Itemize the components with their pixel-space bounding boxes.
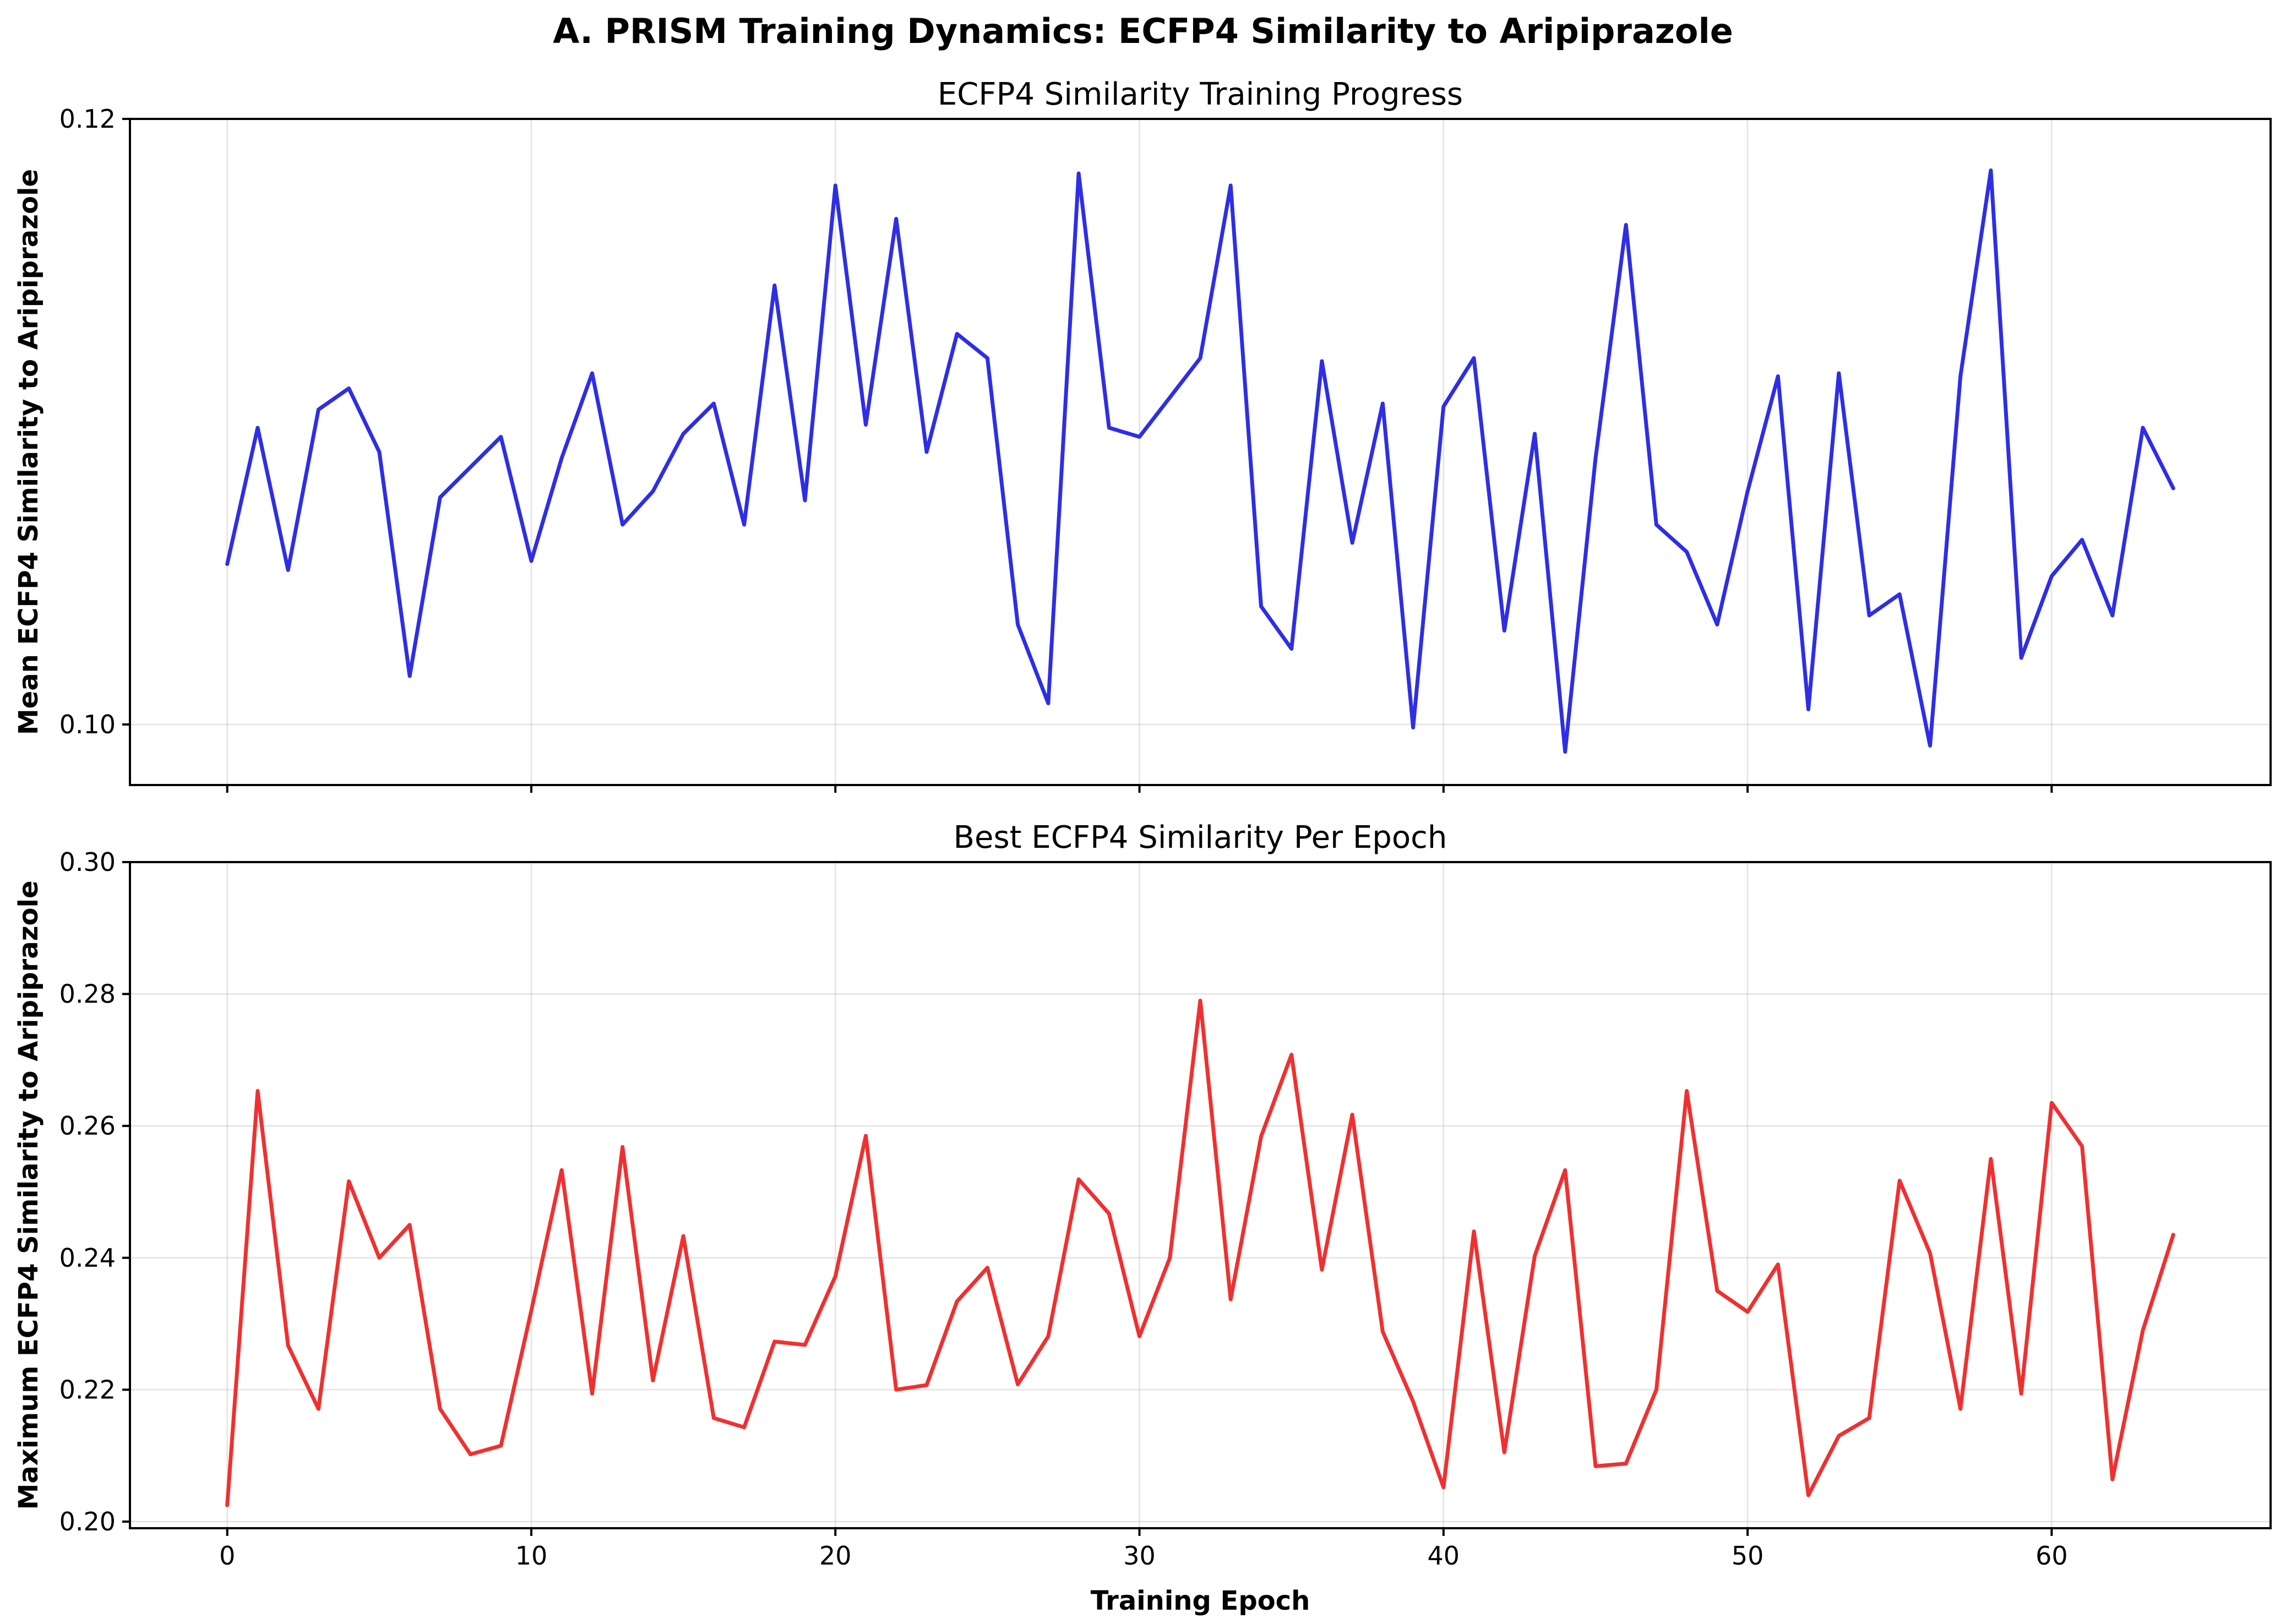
x-tick-label: 20: [819, 1541, 852, 1571]
panel-max-similarity: 0 10 20 30 40 50 60 0.20 0.22 0.24 0.26 0.28 0.30 Bes…: [13, 820, 2272, 1616]
y-tick-label: 0.20: [59, 1507, 116, 1536]
x-tick-label: 0: [219, 1541, 235, 1571]
y-tick-label: 0.10: [59, 710, 116, 739]
axes-title: ECFP4 Similarity Training Progress: [938, 77, 1463, 112]
panel-mean-similarity: 0.10 0.12 ECFP4 Similarity Training Progre…: [13, 77, 2272, 793]
y-tick-label: 0.12: [59, 104, 116, 134]
series-line: [225, 999, 2175, 1507]
y-tick-label: 0.24: [59, 1243, 116, 1273]
y-axis-label: Maximum ECFP4 Similarity to Aripiprazole: [13, 880, 44, 1509]
x-tick-label: 50: [1732, 1541, 1764, 1571]
y-tick-label: 0.28: [59, 979, 116, 1009]
y-tick-label: 0.26: [59, 1111, 116, 1141]
x-tick-label: 60: [2035, 1541, 2068, 1571]
axes-title: Best ECFP4 Similarity Per Epoch: [954, 820, 1447, 855]
y-tick-label: 0.30: [59, 847, 116, 877]
y-axis-label: Mean ECFP4 Similarity to Aripiprazole: [13, 169, 44, 735]
figure-title: A. PRISM Training Dynamics: ECFP4 Simila…: [553, 11, 1733, 51]
x-tick-label: 10: [515, 1541, 548, 1571]
x-tick-label: 40: [1428, 1541, 1460, 1571]
axes-frame: [129, 118, 2272, 786]
series-line: [225, 168, 2175, 754]
x-axis-label: Training Epoch: [1091, 1585, 1310, 1616]
x-tick-label: 30: [1123, 1541, 1156, 1571]
y-tick-label: 0.22: [59, 1375, 116, 1404]
axes-frame: [129, 861, 2272, 1529]
